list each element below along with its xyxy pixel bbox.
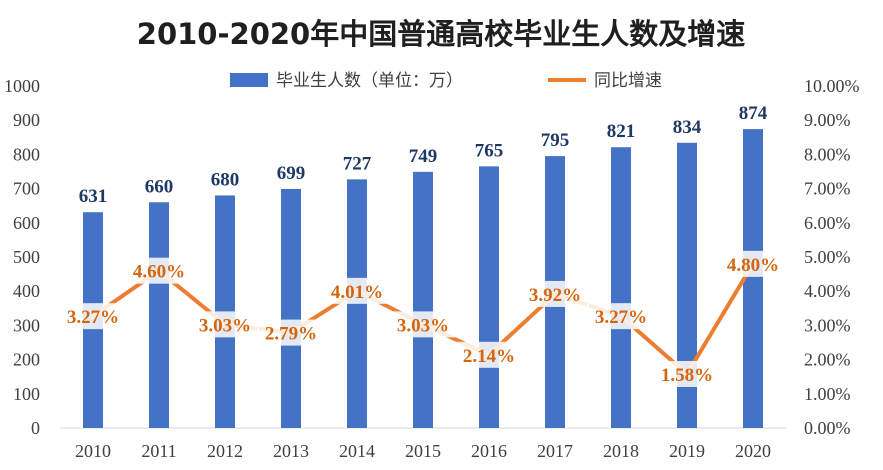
left-axis-tick-100: 100 [13, 384, 40, 404]
rate-label-bg-2013 [257, 319, 325, 346]
rate-label-text-2014: 4.01% [331, 282, 383, 303]
rate-label-2020: 4.80% [719, 250, 787, 277]
left-axis-tick-400: 400 [13, 281, 40, 301]
left-axis: 0 100 200 300 400 500 600 700 800 900 1000 [4, 76, 40, 438]
legend-bar-swatch [230, 73, 268, 87]
rate-value-labels: 3.27% 4.60% 3.03% 2.79% 4.01% 3.03% 2.14% 3.92%… [59, 250, 787, 387]
rate-label-text-2011: 4.60% [133, 262, 185, 283]
rate-label-2011: 4.60% [125, 257, 193, 284]
bar-value-labels: 631 660 680 699 727 749 765 795 821 834 874 [79, 103, 768, 207]
bar-value-label-2011: 660 [145, 176, 174, 197]
rate-label-2015: 3.03% [389, 311, 457, 338]
x-tick-2018: 2018 [603, 441, 639, 461]
rate-label-bg-2016 [455, 341, 523, 368]
right-axis-tick-0.00%: 0.00% [804, 418, 851, 438]
rate-label-2018: 3.27% [587, 303, 655, 330]
right-axis-tick-5.00%: 5.00% [804, 247, 851, 267]
right-axis-tick-2.00%: 2.00% [804, 350, 851, 370]
bar-2015 [413, 171, 433, 429]
right-axis-tick-8.00%: 8.00% [804, 144, 851, 164]
rate-label-bg-2014 [323, 277, 391, 304]
rate-label-bg-2018 [587, 303, 655, 330]
bar-value-label-2020: 874 [739, 103, 768, 124]
rate-label-2019: 1.58% [653, 360, 721, 387]
rate-label-bg-2017 [521, 280, 589, 307]
rate-label-bg-2015 [389, 311, 457, 338]
rate-label-2012: 3.03% [191, 311, 259, 338]
rate-label-2017: 3.92% [521, 280, 589, 307]
bar-value-label-2016: 765 [475, 140, 504, 161]
legend-line-label: 同比增速 [594, 71, 662, 91]
rate-label-text-2015: 3.03% [397, 315, 449, 336]
left-axis-tick-1000: 1000 [4, 76, 40, 96]
bar-2020 [743, 129, 763, 429]
rate-label-text-2019: 1.58% [661, 365, 713, 386]
right-axis-tick-7.00%: 7.00% [804, 179, 851, 199]
legend: 毕业生人数（单位：万） 同比增速 [230, 71, 662, 91]
rate-label-text-2013: 2.79% [265, 324, 317, 345]
rate-label-text-2017: 3.92% [529, 285, 581, 306]
right-axis-tick-4.00%: 4.00% [804, 281, 851, 301]
x-tick-2019: 2019 [669, 441, 705, 461]
x-tick-2013: 2013 [273, 441, 309, 461]
left-axis-tick-600: 600 [13, 213, 40, 233]
bar-value-label-2015: 749 [409, 146, 438, 167]
bar-value-label-2019: 834 [673, 117, 702, 138]
rate-label-text-2016: 2.14% [463, 346, 515, 367]
bar-value-label-2017: 795 [541, 130, 570, 151]
rate-label-text-2020: 4.80% [727, 255, 779, 276]
bar-2018 [611, 147, 631, 428]
rate-label-bg-2019 [653, 360, 721, 387]
right-axis-tick-10.00%: 10.00% [804, 76, 860, 96]
legend-bar-label: 毕业生人数（单位：万） [276, 71, 463, 91]
left-axis-tick-200: 200 [13, 350, 40, 370]
left-axis-tick-0: 0 [31, 418, 40, 438]
left-axis-tick-300: 300 [13, 315, 40, 335]
x-tick-2010: 2010 [75, 441, 111, 461]
x-tick-2016: 2016 [471, 441, 507, 461]
left-axis-tick-500: 500 [13, 247, 40, 267]
rate-label-2014: 4.01% [323, 277, 391, 304]
bar-2013 [281, 188, 301, 428]
bar-2011 [149, 202, 169, 428]
rate-label-bg-2010 [59, 303, 127, 330]
right-axis-tick-1.00%: 1.00% [804, 384, 851, 404]
x-tick-2017: 2017 [537, 441, 573, 461]
chart-title: 2010-2020年中国普通高校毕业生人数及增速 [137, 17, 745, 51]
left-axis-tick-800: 800 [13, 144, 40, 164]
rate-label-bg-2011 [125, 257, 193, 284]
bar-value-label-2014: 727 [343, 153, 372, 174]
x-axis-ticks: 2010 2011 2012 2013 2014 2015 2016 2017 2018 2019… [75, 441, 771, 461]
left-axis-tick-900: 900 [13, 110, 40, 130]
bar-value-label-2012: 680 [211, 169, 240, 190]
x-tick-2011: 2011 [141, 441, 176, 461]
bar-value-label-2010: 631 [79, 186, 108, 207]
rate-label-2010: 3.27% [59, 303, 127, 330]
bar-value-label-2013: 699 [277, 163, 306, 184]
right-axis-tick-9.00%: 9.00% [804, 110, 851, 130]
rate-label-2016: 2.14% [455, 341, 523, 368]
right-axis: 0.00% 1.00% 2.00% 3.00% 4.00% 5.00% 6.00% 7.00%… [804, 76, 860, 438]
rate-label-bg-2020 [719, 250, 787, 277]
rate-label-text-2012: 3.03% [199, 315, 251, 336]
x-tick-2015: 2015 [405, 441, 441, 461]
bar-2019 [677, 142, 697, 428]
right-axis-tick-6.00%: 6.00% [804, 213, 851, 233]
bar-2016 [479, 166, 499, 428]
bar-value-label-2018: 821 [607, 121, 636, 142]
right-axis-tick-3.00%: 3.00% [804, 315, 851, 335]
rate-label-2013: 2.79% [257, 319, 325, 346]
rate-label-text-2010: 3.27% [67, 307, 119, 328]
x-tick-2014: 2014 [339, 441, 375, 461]
x-tick-2012: 2012 [207, 441, 243, 461]
x-tick-2020: 2020 [735, 441, 771, 461]
rate-label-bg-2012 [191, 311, 259, 338]
rate-label-text-2018: 3.27% [595, 307, 647, 328]
left-axis-tick-700: 700 [13, 179, 40, 199]
